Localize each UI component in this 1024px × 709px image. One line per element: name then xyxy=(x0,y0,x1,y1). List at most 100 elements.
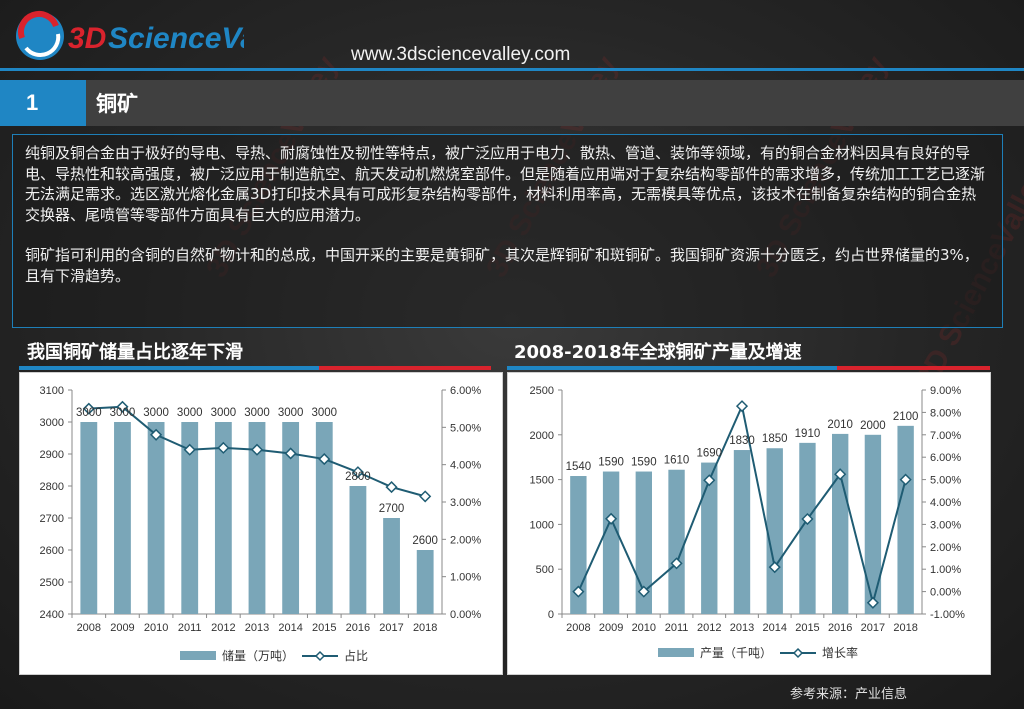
y2-tick-label: 3.00% xyxy=(450,497,481,509)
site-url[interactable]: www.3dsciencevalley.com xyxy=(351,44,571,65)
bar xyxy=(668,469,685,614)
rate-point xyxy=(670,557,683,570)
description-paragraph: 铜矿指可利用的含铜的自然矿物计和的总成，中国开采的主要是黄铜矿，其次是辉铜矿和斑… xyxy=(25,246,979,285)
bar xyxy=(799,442,816,614)
svg-text:3D: 3D xyxy=(68,22,106,55)
y-tick-label: 2500 xyxy=(40,577,64,589)
rate-point xyxy=(183,443,196,456)
rate-point xyxy=(768,561,781,574)
data-label: 3000 xyxy=(244,407,270,419)
data-label: 1610 xyxy=(664,455,690,467)
data-label: 3000 xyxy=(211,407,237,419)
bar xyxy=(733,450,751,614)
y2-tick-label: -1.00% xyxy=(930,609,965,621)
bar xyxy=(864,434,882,614)
data-label: 3000 xyxy=(110,407,136,419)
data-label: 3000 xyxy=(311,407,337,419)
bar xyxy=(701,462,718,614)
legend-label: 占比 xyxy=(344,648,368,663)
rate-point xyxy=(735,400,749,413)
data-label: 1690 xyxy=(696,448,722,460)
bar xyxy=(416,550,434,614)
accent-strip xyxy=(507,366,837,370)
legend-label: 产量（千吨） xyxy=(700,646,772,660)
bar xyxy=(602,471,620,614)
rate-point xyxy=(703,474,716,487)
bar xyxy=(766,448,783,614)
x-tick-label: 2016 xyxy=(828,622,852,634)
y-tick-label: 2800 xyxy=(40,481,64,493)
y-tick-label: 1000 xyxy=(530,519,554,531)
y-tick-label: 1500 xyxy=(530,475,554,487)
rate-point xyxy=(801,512,814,526)
y-tick-label: 2700 xyxy=(40,513,64,525)
data-label: 3000 xyxy=(177,407,203,419)
rate-point xyxy=(82,402,95,415)
y2-tick-label: 9.00% xyxy=(930,385,961,397)
bar xyxy=(114,422,131,614)
rate-point xyxy=(572,585,585,598)
data-label: 2010 xyxy=(827,419,853,431)
bar xyxy=(181,422,199,614)
rate-point xyxy=(284,447,297,460)
section-title: 铜矿 xyxy=(86,80,1024,126)
y2-tick-label: 2.00% xyxy=(450,534,481,546)
description-box: 纯铜及铜合金由于极好的导电、导热、耐腐蚀性及韧性等特点，被广泛应用于电力、散热、… xyxy=(12,134,1003,328)
rate-point xyxy=(217,441,230,454)
y2-tick-label: 6.00% xyxy=(930,452,961,464)
rate-point xyxy=(899,473,912,486)
y-tick-label: 3100 xyxy=(40,385,64,397)
section-number: 1 xyxy=(0,80,86,126)
legend-bar-swatch xyxy=(658,648,694,657)
chart-title: 2008-2018年全球铜矿产量及增速 xyxy=(514,342,802,363)
y2-tick-label: 4.00% xyxy=(450,460,481,472)
rate-point xyxy=(866,596,879,609)
y2-tick-label: 4.00% xyxy=(930,497,961,509)
rate-point xyxy=(419,490,432,503)
data-label: 2800 xyxy=(345,471,371,483)
chart-panel-reserves: 2400 2500 2600 2700 2800 2900 3000 3100 0.00% 1.0… xyxy=(19,372,503,675)
bar xyxy=(248,422,266,614)
rate-point xyxy=(116,400,129,413)
y2-tick-label: 6.00% xyxy=(450,385,481,397)
y2-tick-label: 0.00% xyxy=(930,587,961,599)
legend-bar-swatch xyxy=(180,651,216,660)
y2-tick-label: 8.00% xyxy=(930,407,961,419)
data-label: 1830 xyxy=(729,435,755,447)
data-label: 2000 xyxy=(860,420,886,432)
x-tick-label: 2008 xyxy=(77,622,101,634)
y-tick-label: 2500 xyxy=(530,385,554,397)
legend-label: 储量（万吨） xyxy=(222,648,294,663)
accent-strip xyxy=(837,366,990,370)
bar xyxy=(315,422,333,614)
data-label: 1540 xyxy=(566,461,592,473)
data-label: 2700 xyxy=(379,503,405,515)
y-tick-label: 3000 xyxy=(40,417,64,429)
x-tick-label: 2012 xyxy=(211,622,235,634)
y2-tick-label: 0.00% xyxy=(450,609,481,621)
legend-line-marker xyxy=(314,650,326,662)
y-tick-label: 2000 xyxy=(530,430,554,442)
x-tick-label: 2010 xyxy=(144,622,168,634)
y-tick-label: 0 xyxy=(548,609,554,621)
x-tick-label: 2011 xyxy=(178,622,202,634)
rate-point xyxy=(150,428,163,441)
x-tick-label: 2016 xyxy=(346,622,370,634)
bar xyxy=(214,422,232,614)
description-paragraph: 纯铜及铜合金由于极好的导电、导热、耐腐蚀性及韧性等特点，被广泛应用于电力、散热、… xyxy=(25,144,986,224)
x-tick-label: 2013 xyxy=(730,622,754,634)
x-tick-label: 2009 xyxy=(599,622,623,634)
x-tick-label: 2018 xyxy=(893,622,917,634)
source-note: 参考来源：产业信息 xyxy=(790,687,908,702)
header-divider xyxy=(0,68,1024,71)
bar xyxy=(832,433,849,614)
bar xyxy=(80,422,98,614)
production-chart: 0 500 1000 1500 2000 2500 -1.00% 0.00% 1.00% 2.00… xyxy=(530,385,966,660)
x-tick-label: 2014 xyxy=(278,622,302,634)
x-tick-label: 2011 xyxy=(665,622,689,634)
bar xyxy=(349,486,367,614)
x-tick-label: 2008 xyxy=(566,622,590,634)
x-tick-label: 2012 xyxy=(697,622,721,634)
rate-point xyxy=(250,443,264,456)
chart-panel-production: 0 500 1000 1500 2000 2500 -1.00% 0.00% 1.00% 2.00… xyxy=(507,372,991,675)
